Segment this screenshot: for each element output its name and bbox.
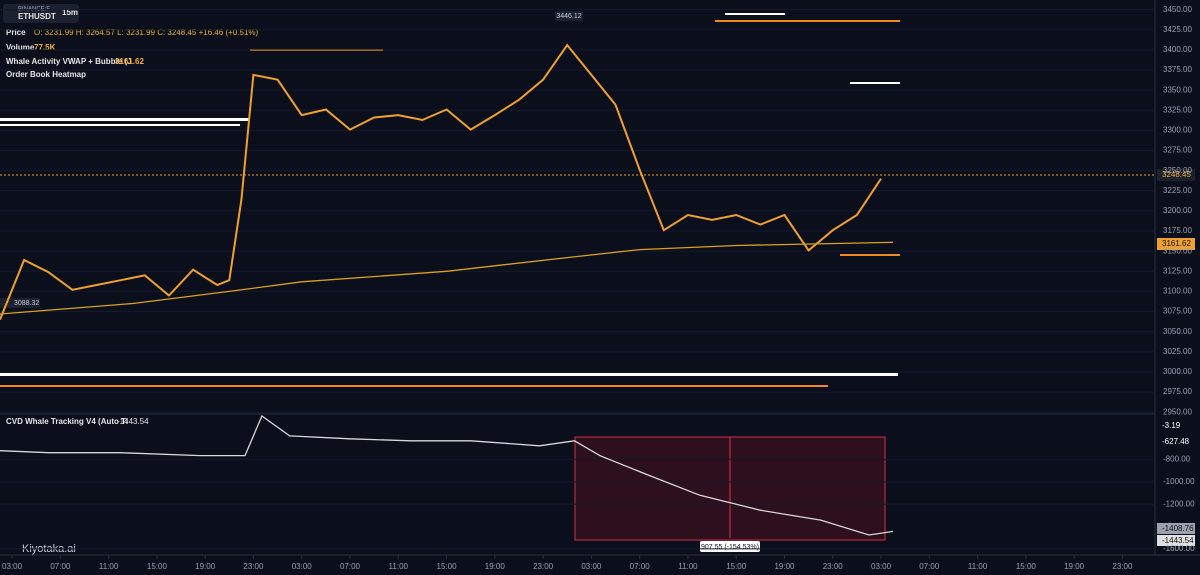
series-line: [0, 415, 894, 536]
x-tick-label: 19:00: [774, 562, 795, 571]
volume-value: 77.5K: [34, 43, 56, 52]
heatmap-level: [0, 124, 240, 126]
x-tick-label: 23:00: [533, 562, 554, 571]
symbol: ETHUSDT: [18, 12, 56, 21]
measure-label: 907.55 (-154.53%): [701, 544, 759, 551]
x-tick-label: 15:00: [1016, 562, 1037, 571]
x-tick-label: 19:00: [1064, 562, 1085, 571]
vwap-label: Whale Activity VWAP + Bubble (J: [6, 57, 132, 66]
vwap-value: 3161.62: [115, 57, 144, 66]
y-tick-label: 3225.00: [1163, 186, 1192, 195]
heatmap-level: [850, 82, 900, 84]
x-tick-label: 07:00: [919, 562, 940, 571]
tag-bg: [0, 298, 40, 308]
y-tick-label: 3150.00: [1163, 246, 1192, 255]
y-tick-label: -1200.00: [1163, 499, 1195, 508]
y-tick-label: 3075.00: [1163, 307, 1192, 316]
y-tick-label: 3350.00: [1163, 85, 1192, 94]
vwap-tag: 3161.62: [1162, 239, 1191, 248]
heatmap-level: [0, 373, 898, 376]
high-tag: 3446.12: [556, 13, 581, 20]
cvd-label: CVD Whale Tracking V4 (Auto Ti: [6, 417, 128, 426]
y-tick-label: 3025.00: [1163, 347, 1192, 356]
volume-label: Volume: [6, 43, 35, 52]
cvd-value: -1443.54: [117, 417, 149, 426]
cvd-tag: -3.19: [1162, 421, 1181, 430]
x-tick-label: 11:00: [99, 562, 119, 571]
y-tick-label: 3275.00: [1163, 146, 1192, 155]
y-tick-label: -1600.00: [1163, 544, 1195, 553]
x-tick-label: 23:00: [243, 562, 264, 571]
series-line: [0, 241, 894, 315]
tag-bg: [1157, 535, 1195, 546]
y-tick-label: 3050.00: [1163, 327, 1192, 336]
heatmap-level: [715, 20, 900, 22]
y-tick-label: 2975.00: [1163, 387, 1192, 396]
y-tick-label: 3425.00: [1163, 25, 1192, 34]
heatmap-level: [0, 118, 250, 121]
x-tick-label: 07:00: [340, 562, 361, 571]
heatmap-label: Order Book Heatmap: [6, 70, 86, 79]
heatmap-level: [840, 254, 900, 256]
heatmap-level: [725, 13, 785, 15]
y-tick-label: 3125.00: [1163, 266, 1192, 275]
ohlc: O: 3231.99 H: 3264.57 L: 3231.99 C: 3248…: [34, 28, 259, 37]
x-tick-label: 15:00: [147, 562, 168, 571]
symbol-badge[interactable]: [3, 4, 79, 23]
cvd-tag: -627.48: [1162, 437, 1190, 446]
last-tag: 3248.45: [1162, 170, 1191, 179]
y-tick-label: 3375.00: [1163, 65, 1192, 74]
x-tick-label: 07:00: [630, 562, 651, 571]
y-tick-label: 2950.00: [1163, 407, 1192, 416]
x-tick-label: 11:00: [968, 562, 988, 571]
x-tick-label: 03:00: [871, 562, 892, 571]
y-tick-label: 3250.00: [1163, 166, 1192, 175]
tag-bg: [1157, 169, 1195, 181]
y-tick-label: -800.00: [1163, 455, 1191, 464]
series-line: [0, 43, 882, 320]
cvd-tag: -1408.76: [1162, 524, 1194, 533]
cvd-tag: -1443.54: [1162, 536, 1194, 545]
tag-bg: [555, 11, 583, 21]
x-tick-label: 03:00: [581, 562, 602, 571]
x-tick-label: 11:00: [389, 562, 409, 571]
tag-bg: [1157, 523, 1195, 534]
y-tick-label: 3325.00: [1163, 105, 1192, 114]
y-tick-label: -1000.00: [1163, 477, 1195, 486]
x-tick-label: 19:00: [485, 562, 506, 571]
y-tick-label: 3100.00: [1163, 287, 1192, 296]
x-tick-label: 15:00: [437, 562, 458, 571]
low-tag: 3088.32: [14, 300, 39, 307]
x-tick-label: 03:00: [2, 562, 23, 571]
y-tick-label: 3000.00: [1163, 367, 1192, 376]
heatmap-level: [0, 385, 828, 387]
interval: 15m: [62, 8, 78, 17]
y-tick-label: 3300.00: [1163, 126, 1192, 135]
x-tick-label: 19:00: [195, 562, 216, 571]
y-tick-label: 3400.00: [1163, 45, 1192, 54]
x-tick-label: 15:00: [726, 562, 747, 571]
x-tick-label: 23:00: [1112, 562, 1133, 571]
x-tick-label: 03:00: [292, 562, 313, 571]
y-tick-label: 3175.00: [1163, 226, 1192, 235]
x-tick-label: 23:00: [823, 562, 844, 571]
tag-bg: [1157, 238, 1195, 250]
x-tick-label: 11:00: [678, 562, 698, 571]
y-tick-label: 3200.00: [1163, 206, 1192, 215]
x-tick-label: 07:00: [50, 562, 71, 571]
y-tick-label: 3450.00: [1163, 5, 1192, 14]
price-label: Price: [6, 28, 26, 37]
